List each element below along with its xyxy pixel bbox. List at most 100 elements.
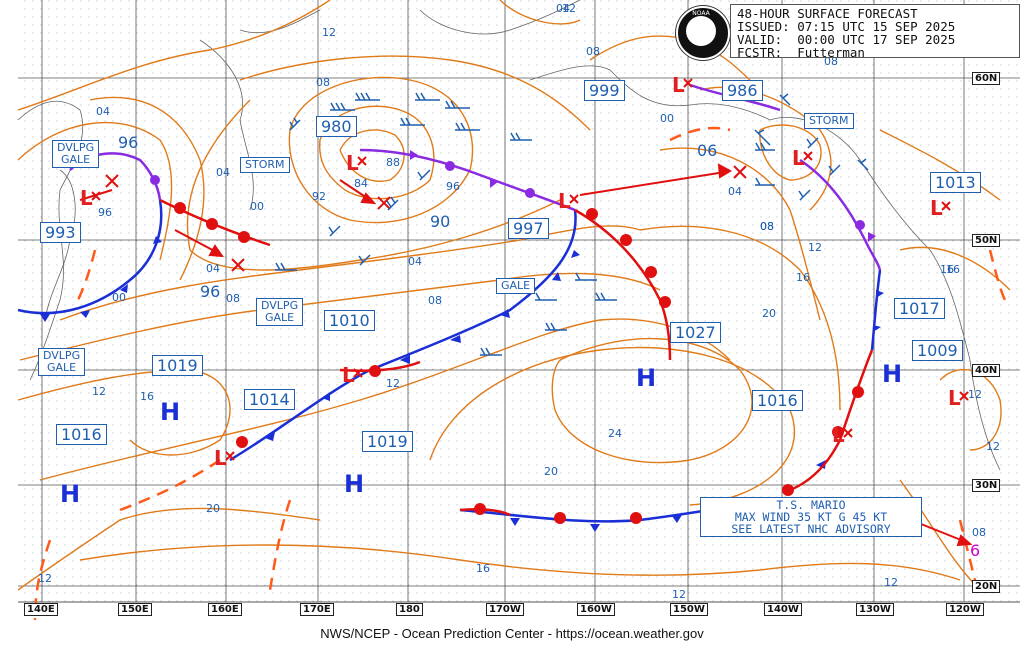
longitude-label: 140E (24, 603, 58, 616)
longitude-label: 170W (486, 603, 524, 616)
svg-text:00: 00 (660, 112, 674, 125)
svg-text:96: 96 (118, 133, 138, 152)
pressure-label: 1019 (362, 431, 413, 452)
pressure-label: 1019 (152, 355, 203, 376)
svg-text:12: 12 (986, 440, 1000, 453)
svg-text:04: 04 (206, 262, 220, 275)
svg-text:12: 12 (562, 2, 576, 15)
svg-text:08: 08 (428, 294, 442, 307)
latitude-label: 50N (972, 234, 1001, 247)
svg-text:08: 08 (972, 526, 986, 539)
pressure-label: 986 (722, 80, 763, 101)
svg-text:20: 20 (762, 307, 776, 320)
low-symbol: L (672, 73, 685, 97)
pressure-label: 993 (40, 222, 81, 243)
low-symbol: L (948, 386, 961, 410)
svg-text:16: 16 (796, 271, 810, 284)
svg-text:08: 08 (586, 45, 600, 58)
low-symbol: L (792, 146, 805, 170)
high-centers: H H H H H (60, 360, 902, 508)
pressure-label: 1016 (56, 424, 107, 445)
svg-text:24: 24 (608, 427, 622, 440)
svg-text:88: 88 (386, 156, 400, 169)
svg-text:00: 00 (112, 291, 126, 304)
pressure-label: 1013 (930, 172, 981, 193)
ts-mario-advisory: T.S. MARIO MAX WIND 35 KT G 45 KT SEE LA… (700, 497, 922, 537)
mario-advisory: SEE LATEST NHC ADVISORY (731, 522, 891, 536)
low-symbol: L (558, 189, 571, 213)
svg-text:12: 12 (386, 377, 400, 390)
longitude-label: 150W (670, 603, 708, 616)
svg-text:92: 92 (312, 190, 326, 203)
svg-text:08: 08 (760, 220, 774, 233)
svg-text:16: 16 (476, 562, 490, 575)
tropical-storm-icon: 6 (970, 541, 980, 560)
noaa-logo: NOAA (676, 6, 730, 60)
longitude-label: 160E (208, 603, 242, 616)
warning-dvlpg-gale: DVLPG GALE (38, 348, 86, 376)
high-symbol: H (882, 360, 902, 388)
low-symbol: L (80, 186, 93, 210)
pressure-label: 1010 (324, 310, 375, 331)
forecast-header: 48-HOUR SURFACE FORECAST ISSUED: 07:15 UT… (730, 4, 1020, 60)
pressure-label: 999 (584, 80, 625, 101)
low-symbol: L (342, 363, 355, 387)
latitude-label: 20N (972, 580, 1001, 593)
pressure-label: 1017 (894, 298, 945, 319)
pressure-values: 96 96 90 06 (118, 133, 717, 301)
low-symbol: L (214, 446, 227, 470)
warm-front-bumps (174, 202, 864, 524)
forecaster: FCSTR: Futterman (737, 45, 865, 60)
troughs (33, 126, 1007, 621)
warm-fronts (159, 198, 874, 517)
svg-text:04: 04 (556, 2, 570, 15)
mario-name: T.S. MARIO (776, 498, 846, 512)
svg-text:00: 00 (250, 200, 264, 213)
longitude-label: 130W (856, 603, 894, 616)
pressure-label: 980 (316, 116, 357, 137)
longitude-label: 160W (577, 603, 615, 616)
latitude-label: 60N (972, 72, 1001, 85)
svg-text:04: 04 (216, 166, 230, 179)
forecast-title: 48-HOUR SURFACE FORECAST (737, 6, 918, 21)
mario-wind: MAX WIND 35 KT G 45 KT (734, 510, 888, 524)
svg-text:96: 96 (200, 282, 220, 301)
svg-text:12: 12 (322, 26, 336, 39)
svg-text:08: 08 (316, 76, 330, 89)
svg-text:12: 12 (884, 576, 898, 589)
svg-text:12: 12 (92, 385, 106, 398)
longitude-label: 170E (300, 603, 334, 616)
svg-text:04: 04 (728, 185, 742, 198)
issued-time: ISSUED: 07:15 UTC 15 SEP 2025 (737, 19, 956, 34)
longitude-label: 140W (764, 603, 802, 616)
warning-dvlpg-gale: DVLPG GALE (256, 298, 304, 326)
svg-text:04: 04 (408, 255, 422, 268)
pressure-label: 1016 (752, 390, 803, 411)
wind-barbs (275, 92, 869, 356)
pressure-label: 1027 (670, 322, 721, 343)
pressure-label: 1014 (244, 389, 295, 410)
warning-gale: GALE (496, 278, 536, 294)
low-symbol: L (930, 196, 943, 220)
warning-storm: STORM (804, 113, 854, 129)
high-symbol: H (636, 364, 656, 392)
low-symbol: L (346, 151, 359, 175)
track-arrows (79, 163, 973, 547)
svg-text:16: 16 (940, 263, 954, 276)
svg-text:84: 84 (354, 177, 368, 190)
valid-time: VALID: 00:00 UTC 17 SEP 2025 (737, 32, 956, 47)
cold-front-barbs (40, 236, 884, 532)
svg-text:08: 08 (824, 55, 838, 68)
svg-text:12: 12 (672, 588, 686, 601)
svg-text:12: 12 (808, 241, 822, 254)
high-symbol: H (60, 480, 80, 508)
latitude-label: 30N (972, 479, 1001, 492)
low-symbol: L (832, 423, 845, 447)
warning-storm: STORM (240, 157, 290, 173)
svg-text:96: 96 (98, 206, 112, 219)
high-symbol: H (160, 398, 180, 426)
longitude-label: 120W (946, 603, 984, 616)
svg-text:12: 12 (38, 572, 52, 585)
latitude-label: 40N (972, 364, 1001, 377)
longitude-label: 180 (396, 603, 423, 616)
